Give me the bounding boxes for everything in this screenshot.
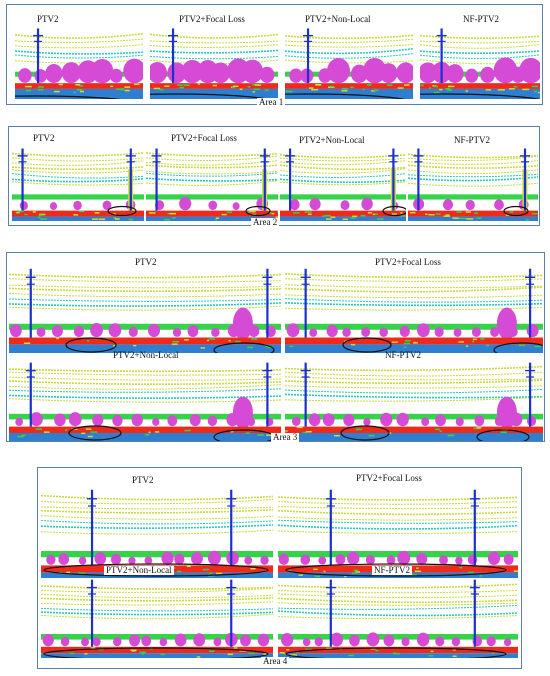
point-cloud-view [9, 268, 281, 353]
point-cloud-view [9, 362, 281, 441]
panel-title: PTV2 [33, 133, 55, 143]
point-cloud-view [280, 148, 406, 221]
area-label: Area 4 [261, 656, 290, 666]
panel-title: PTV2+Non-Local [299, 135, 365, 145]
panel-title: PTV2+Non-Local [104, 565, 174, 575]
panel-title: PTV2+Focal Loss [375, 257, 441, 267]
panel-title: NF-PTV2 [454, 135, 491, 145]
point-cloud-view [146, 148, 278, 221]
panel-title: PTV2+Non-Local [305, 14, 371, 24]
area-3: PTV2 PTV2+Focal Loss PTV2+Non-Local NF-P… [6, 252, 545, 442]
panel-title: NF-PTV2 [463, 14, 500, 24]
panel-title: PTV2+Focal Loss [179, 14, 245, 24]
area-label: Area 2 [251, 217, 280, 227]
panel-title: PTV2 [37, 14, 59, 24]
point-cloud-view [41, 579, 273, 658]
point-cloud-view [285, 268, 543, 353]
point-cloud-view [278, 579, 518, 658]
panel-title: NF-PTV2 [372, 565, 413, 575]
panel-title: PTV2+Focal Loss [171, 133, 237, 143]
panel-title: PTV2+Non-Local [113, 350, 179, 360]
point-cloud-view [12, 148, 144, 221]
point-cloud-view [420, 28, 540, 99]
point-cloud-view [15, 28, 143, 99]
panel-title: PTV2 [135, 257, 157, 267]
point-cloud-view [285, 362, 543, 441]
panel-title: PTV2 [132, 475, 154, 485]
area-label: Area 3 [271, 432, 300, 442]
area-1: PTV2 PTV2+Focal Loss PTV2+Non-Local NF-P… [6, 4, 543, 107]
point-cloud-view [408, 148, 538, 221]
area-2: PTV2 PTV2+Focal Loss PTV2+Non-Local NF-P… [8, 126, 540, 227]
point-cloud-view [150, 28, 278, 99]
panel-title: NF-PTV2 [385, 350, 422, 360]
point-cloud-view [285, 28, 413, 99]
area-4: PTV2 PTV2+Focal Loss PTV2+Non-Local NF-P… [37, 467, 522, 669]
panel-title: PTV2+Focal Loss [356, 473, 422, 483]
area-label: Area 1 [257, 97, 286, 107]
